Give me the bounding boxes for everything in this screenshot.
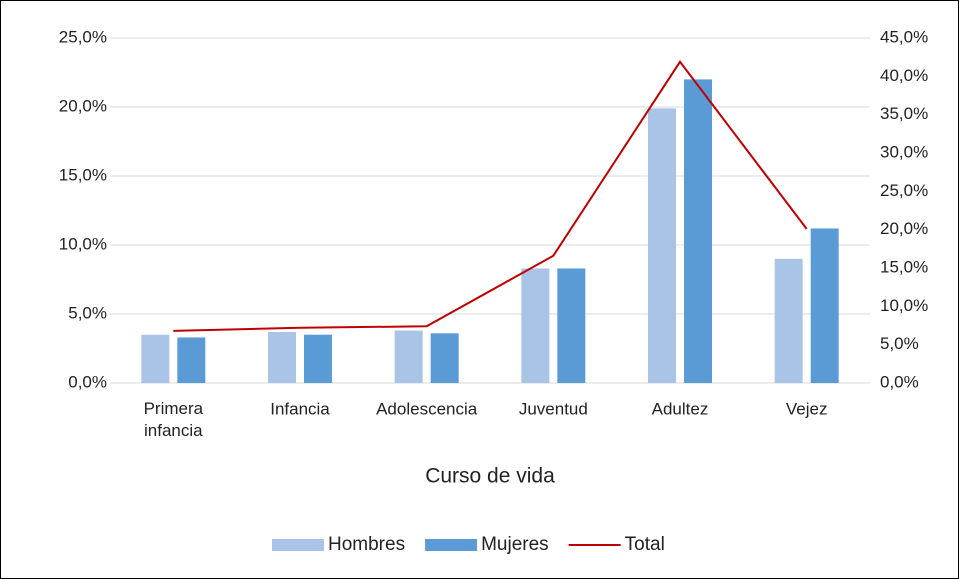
bar	[648, 108, 676, 383]
x-tick-label-line: Primera	[144, 399, 204, 418]
y2-tick-label: 40,0%	[880, 66, 928, 85]
legend-label: Total	[625, 534, 665, 555]
x-tick-label: Infancia	[270, 399, 330, 418]
x-axis-label: Curso de vida	[425, 465, 555, 488]
legend-label: Mujeres	[481, 534, 549, 555]
bar	[394, 330, 423, 383]
bar	[810, 228, 839, 383]
legend-label: Hombres	[328, 534, 405, 555]
y-tick-label: 25,0%	[59, 27, 107, 46]
x-tick-label: Primera infancia	[144, 399, 204, 440]
bar	[774, 258, 803, 383]
bar	[177, 337, 206, 383]
x-tick-label: Adultez	[652, 399, 709, 418]
y2-tick-label: 45,0%	[880, 27, 928, 46]
y2-tick-label: 25,0%	[880, 181, 928, 200]
y2-tick-label: 30,0%	[880, 142, 928, 161]
y2-tick-label: 5,0%	[880, 334, 919, 353]
y-tick-label: 5,0%	[68, 303, 107, 322]
y2-tick-label: 35,0%	[880, 104, 928, 123]
y-tick-label: 10,0%	[59, 234, 107, 253]
y2-tick-label: 15,0%	[880, 257, 928, 276]
x-tick-label: Juventud	[519, 399, 588, 418]
y2-tick-label: 0,0%	[880, 372, 919, 391]
line	[173, 60, 808, 332]
legend-swatch	[272, 539, 324, 551]
bar	[430, 333, 459, 383]
bar	[304, 334, 332, 383]
bar	[684, 79, 712, 384]
x-tick-label: Vejez	[786, 399, 828, 418]
bar	[141, 334, 170, 383]
y2-tick-label: 10,0%	[880, 296, 928, 315]
bar	[521, 268, 550, 383]
legend-swatch	[425, 539, 478, 551]
y-tick-label: 0,0%	[68, 372, 107, 391]
y-tick-label: 20,0%	[59, 96, 107, 115]
bar	[557, 268, 586, 383]
y2-tick-label: 20,0%	[880, 219, 928, 238]
x-tick-label: Adolescencia	[376, 399, 478, 418]
bar	[268, 331, 296, 383]
x-tick-label-line: infancia	[144, 421, 203, 440]
y-tick-label: 15,0%	[59, 165, 107, 184]
